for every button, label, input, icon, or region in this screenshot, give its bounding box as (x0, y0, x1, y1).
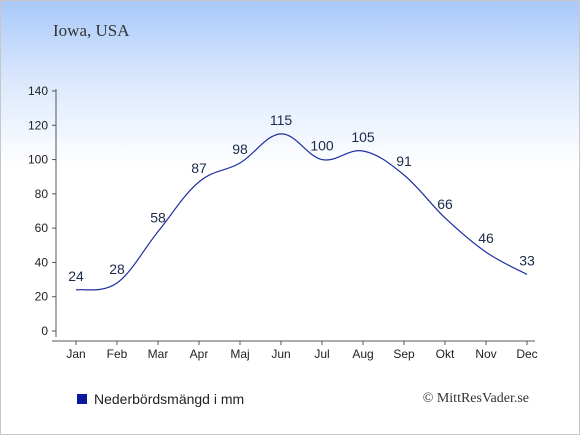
data-label: 87 (191, 160, 207, 176)
data-point (198, 181, 200, 183)
y-tick-label: 20 (35, 290, 49, 304)
data-label: 105 (351, 129, 375, 145)
copyright-text: © MittResVader.se (422, 391, 529, 406)
x-tick-label: Maj (230, 347, 249, 361)
data-label: 115 (270, 112, 293, 128)
y-tick-label: 0 (41, 324, 48, 338)
data-point (444, 217, 446, 219)
legend: Nederbördsmängd i mm (77, 391, 244, 407)
x-tick-label: Mar (148, 347, 169, 361)
x-tick-label: Nov (475, 347, 496, 361)
x-tick-label: Okt (436, 347, 455, 361)
data-label: 46 (478, 230, 494, 246)
data-label: 33 (519, 252, 535, 268)
x-tick-label: Feb (107, 347, 128, 361)
legend-swatch (77, 394, 87, 404)
y-tick-label: 100 (28, 153, 48, 167)
data-point (280, 133, 282, 135)
x-tick-label: Aug (352, 347, 373, 361)
data-label: 98 (232, 141, 248, 157)
data-label: 91 (396, 153, 412, 169)
data-label: 58 (150, 210, 166, 226)
data-point (116, 282, 118, 284)
data-point (75, 289, 77, 291)
y-tick-label: 40 (35, 255, 49, 269)
x-tick-label: Jan (66, 347, 85, 361)
chart-title: Iowa, USA (53, 21, 130, 40)
y-tick-label: 120 (28, 118, 48, 132)
data-point (321, 159, 323, 161)
y-tick-label: 80 (35, 187, 49, 201)
data-point (362, 150, 364, 152)
x-tick-label: Jun (271, 347, 290, 361)
x-tick-label: Sep (393, 347, 415, 361)
data-label: 28 (109, 261, 125, 277)
data-point (526, 273, 528, 275)
data-label: 24 (68, 268, 84, 284)
precipitation-line (75, 133, 528, 291)
x-tick-label: Jul (314, 347, 329, 361)
data-point (403, 174, 405, 176)
y-tick-label: 60 (35, 221, 49, 235)
data-point (157, 231, 159, 233)
y-tick-label: 140 (28, 84, 48, 98)
x-tick-label: Apr (190, 347, 209, 361)
legend-label: Nederbördsmängd i mm (94, 391, 245, 407)
data-point (485, 251, 487, 253)
data-label: 66 (437, 196, 453, 212)
x-tick-label: Dec (516, 347, 537, 361)
data-point (239, 162, 241, 164)
data-label: 100 (310, 138, 334, 154)
